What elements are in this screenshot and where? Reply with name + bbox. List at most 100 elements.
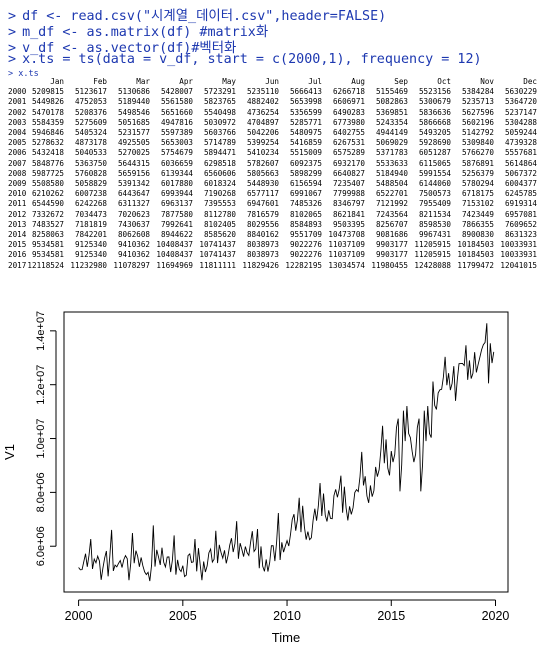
ts-value-cell: 5823765 bbox=[203, 97, 236, 107]
ts-value-cell: 5614864 bbox=[504, 158, 537, 168]
ts-value-cell: 6051287 bbox=[418, 148, 451, 158]
ts-year-row: 2010 6210262 6007238 6443647 6993944 7190268 6… bbox=[8, 189, 540, 200]
ts-value-cell: 8256707 bbox=[375, 219, 408, 229]
ts-value-cell: 5040533 bbox=[74, 148, 107, 158]
ts-value-cell: 6017880 bbox=[160, 179, 193, 188]
ts-value-cell: 5760828 bbox=[74, 168, 107, 178]
ts-value-cell: 5371783 bbox=[375, 148, 408, 158]
ts-value-cell: 12282195 bbox=[285, 260, 322, 270]
ts-value-cell: 6267531 bbox=[332, 138, 365, 148]
ts-value-cell: 11037109 bbox=[328, 250, 365, 260]
ts-value-cell: 11811111 bbox=[199, 260, 236, 270]
ts-value-cell: 5231577 bbox=[117, 128, 150, 137]
ts-value-cell: 9022276 bbox=[289, 250, 322, 260]
ts-value-cell: 13034574 bbox=[328, 260, 365, 270]
ts-value-cell: 7020623 bbox=[117, 209, 150, 219]
ts-value-cell: 5498546 bbox=[117, 107, 150, 117]
y-tick-label: 1.4e+07 bbox=[35, 311, 47, 351]
ts-value-cell: 7423449 bbox=[461, 209, 494, 219]
y-axis: 6.0e+06 8.0e+06 1.0e+07 1.2e+07 1.4e+07 bbox=[35, 311, 57, 566]
ts-value-cell: 5928690 bbox=[418, 138, 451, 148]
console-echo-line: > x.ts bbox=[8, 69, 39, 79]
ts-value-cell: 4752053 bbox=[74, 97, 107, 107]
month-header: Mar bbox=[136, 77, 150, 86]
ts-value-cell: 5069029 bbox=[375, 138, 408, 148]
ts-value-cell: 4947816 bbox=[160, 117, 193, 127]
ts-year-row: 2004 5946846 5405324 5231577 5597389 5603766 5… bbox=[8, 128, 540, 139]
year-label: 2001 bbox=[8, 97, 27, 107]
console-line-4: > x.ts = ts(data = v_df, start = c(2000,1… bbox=[8, 52, 482, 67]
ts-value-cell: 5597389 bbox=[160, 128, 193, 137]
ts-year-row: 2007 5848776 5363750 5644315 6036659 6298518 5… bbox=[8, 159, 540, 170]
ts-value-cell: 11829426 bbox=[242, 260, 279, 270]
ts-value-cell: 6957081 bbox=[504, 209, 537, 219]
ts-value-cell: 5304288 bbox=[504, 117, 537, 127]
y-tick-label: 8.0e+06 bbox=[35, 472, 47, 512]
ts-value-cell: 5184940 bbox=[375, 168, 408, 178]
ts-value-cell: 9967431 bbox=[418, 230, 451, 239]
r-console[interactable]: > df <- read.csv("시계열_데이터.csv",header=FAL… bbox=[0, 0, 557, 270]
ts-value-cell: 5987725 bbox=[31, 168, 64, 178]
ts-value-cell: 6092375 bbox=[289, 158, 322, 168]
ts-value-cell: 5059244 bbox=[504, 128, 537, 137]
ts-value-cell: 5130686 bbox=[117, 87, 150, 97]
ts-value-cell: 6210262 bbox=[31, 189, 64, 199]
ts-value-cell: 5653998 bbox=[289, 97, 322, 107]
ts-value-cell: 4925505 bbox=[117, 138, 150, 148]
ts-value-cell: 5488504 bbox=[375, 179, 408, 188]
ts-value-cell: 5309840 bbox=[461, 138, 494, 148]
console-line-1: > df <- read.csv("시계열_데이터.csv",header=FAL… bbox=[8, 9, 387, 24]
ts-value-cell: 8346797 bbox=[332, 199, 365, 209]
ts-value-cell: 5714789 bbox=[203, 138, 236, 148]
ts-value-cell: 5067372 bbox=[504, 168, 537, 178]
ts-value-cell: 5243354 bbox=[375, 117, 408, 127]
ts-value-cell: 5123617 bbox=[74, 87, 107, 97]
ts-value-cell: 7877580 bbox=[160, 209, 193, 219]
ts-value-cell: 8102405 bbox=[203, 219, 236, 229]
ts-value-cell: 5523156 bbox=[418, 87, 451, 97]
ts-value-cell: 5399254 bbox=[246, 138, 279, 148]
ts-value-cell: 5051685 bbox=[117, 117, 150, 127]
ts-value-cell: 6919314 bbox=[504, 199, 537, 209]
ts-value-cell: 8258063 bbox=[31, 230, 64, 239]
ts-value-cell: 7955409 bbox=[418, 199, 451, 209]
year-label: 2010 bbox=[8, 189, 27, 199]
ts-value-cell: 7500573 bbox=[418, 189, 451, 199]
ts-value-cell: 6577117 bbox=[246, 189, 279, 199]
ts-value-cell: 5836636 bbox=[418, 107, 451, 117]
ts-value-cell: 5364720 bbox=[504, 97, 537, 107]
ts-value-cell: 6004377 bbox=[504, 179, 537, 188]
ts-value-cell: 6991067 bbox=[289, 189, 322, 199]
ts-value-cell: 10033931 bbox=[500, 250, 537, 260]
ts-value-cell: 7332672 bbox=[31, 209, 64, 219]
ts-value-cell: 9081686 bbox=[375, 230, 408, 239]
year-label: 2002 bbox=[8, 107, 27, 117]
ts-value-cell: 5782607 bbox=[246, 158, 279, 168]
ts-value-cell: 5363750 bbox=[74, 158, 107, 168]
ts-value-cell: 6156594 bbox=[289, 179, 322, 188]
ts-value-cell: 7430637 bbox=[117, 219, 150, 229]
ts-value-cell: 5493205 bbox=[418, 128, 451, 137]
ts-value-cell: 9410362 bbox=[117, 250, 150, 260]
ts-value-cell: 6298518 bbox=[203, 158, 236, 168]
ts-value-cell: 8900830 bbox=[461, 230, 494, 239]
ts-value-cell: 5416859 bbox=[289, 138, 322, 148]
ts-value-cell: 5208376 bbox=[74, 107, 107, 117]
ts-value-cell: 5780294 bbox=[461, 179, 494, 188]
ts-value-cell: 7799988 bbox=[332, 189, 365, 199]
ts-value-cell: 4882402 bbox=[246, 97, 279, 107]
ts-value-cell: 9125340 bbox=[74, 250, 107, 260]
ts-value-cell: 6266718 bbox=[332, 87, 365, 97]
ts-value-cell: 5082863 bbox=[375, 97, 408, 107]
ts-value-cell: 9125340 bbox=[74, 240, 107, 250]
ts-value-cell: 5449826 bbox=[31, 97, 64, 107]
year-label: 2005 bbox=[8, 138, 27, 148]
ts-value-cell: 5235110 bbox=[246, 87, 279, 97]
year-label: 2009 bbox=[8, 179, 27, 188]
ts-value-cell: 5058829 bbox=[74, 179, 107, 188]
ts-value-cell: 5428007 bbox=[160, 87, 193, 97]
ts-value-cell: 5651660 bbox=[160, 107, 193, 117]
ts-value-cell: 8038973 bbox=[246, 250, 279, 260]
ts-value-cell: 10184503 bbox=[457, 250, 494, 260]
ts-value-cell: 5235713 bbox=[461, 97, 494, 107]
